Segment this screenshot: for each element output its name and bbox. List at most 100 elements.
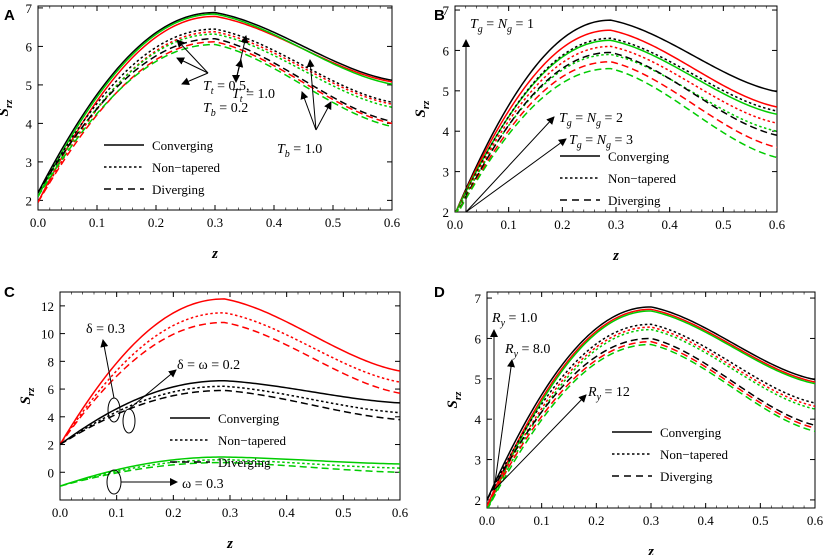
x-tick-label: 0.3 <box>207 215 223 230</box>
x-tick-label: 0.5 <box>325 215 341 230</box>
legend-label: Non−tapered <box>608 171 676 186</box>
series-line: Diverging, Tb=1.0 <box>38 43 392 197</box>
legend-label: Converging <box>218 411 280 426</box>
y-tick-label: 10 <box>41 327 54 342</box>
annotation-arrow <box>100 339 115 399</box>
series-line: Non-tapered, Tg=Ng=2 <box>456 45 777 212</box>
series-line: Diverging, Tt=0.5, Tb=0.2 <box>38 37 392 194</box>
legend-label: Converging <box>152 138 214 153</box>
legend-label: Converging <box>608 149 670 164</box>
x-tick-label: 0.4 <box>279 505 296 520</box>
x-tick-label: 0.4 <box>662 217 679 232</box>
annotation-arrow <box>235 59 244 81</box>
annotation-arrow <box>306 59 317 131</box>
x-tick-label: 0.0 <box>30 215 46 230</box>
annotation-tb-1.0: Tb = 1.0 <box>277 142 322 160</box>
legend-label: Diverging <box>660 469 713 484</box>
series-line: Non-tapered, Ry=8.0 <box>487 326 815 507</box>
panel-letter: C <box>4 284 15 301</box>
annotation-tg-ng-3: Tg = Ng = 3 <box>569 133 633 151</box>
y-tick-label: 12 <box>41 299 54 314</box>
y-tick-label: 3 <box>475 453 482 468</box>
series-line: Converging, Tg=Ng=3 <box>455 39 777 212</box>
series-line: Converging, Ry=12 <box>487 310 815 508</box>
x-tick-label: 0.1 <box>109 505 125 520</box>
series-group: Converging, Tt=0.5, Tb=0.2Converging, Tt… <box>38 11 392 203</box>
y-axis-label: Srz <box>445 391 464 409</box>
x-tick-label: 0.3 <box>643 513 659 528</box>
x-axis-label: z <box>647 544 654 555</box>
annotation-arrow <box>493 394 587 491</box>
series-line: Non-tapered, Tg=Ng=1 <box>456 37 777 212</box>
y-tick-label: 3 <box>443 165 450 180</box>
x-tick-label: 0.2 <box>588 513 604 528</box>
annotation-ry-12: Ry = 12 <box>587 385 630 403</box>
x-tick-label: 0.4 <box>266 215 283 230</box>
x-tick-label: 0.1 <box>89 215 105 230</box>
x-tick-label: 0.5 <box>752 513 768 528</box>
x-tick-label: 0.2 <box>148 215 164 230</box>
series-line: Converging, delta=omega=0.2 <box>60 379 400 446</box>
chart-panel-D: D 0.0 0.1 0.2 0.3 0.4 0.5 0.6 2 3 4 5 6 7 z Srz Convergi… <box>434 284 824 555</box>
annotation-arrow <box>465 116 555 213</box>
series-line: Converging, Tb=1.0 <box>38 13 392 197</box>
series-line: Converging, Tt=1.0 <box>38 15 392 203</box>
series-line: Converging, Tg=Ng=2 <box>455 29 777 212</box>
y-tick-label: 6 <box>48 382 55 397</box>
legend-label: Non−tapered <box>218 433 286 448</box>
series-group: Converging, Tg=Ng=1Converging, Tg=Ng=2Co… <box>455 19 777 212</box>
series-line: Diverging, Ry=1.0 <box>487 337 815 501</box>
legend-label: Diverging <box>608 193 661 208</box>
y-tick-label: 3 <box>26 155 33 170</box>
legend-label: Diverging <box>218 455 271 470</box>
x-tick-label: 0.0 <box>52 505 68 520</box>
annotation-arrow <box>465 138 567 213</box>
y-tick-label: 5 <box>443 84 450 99</box>
x-axis-label: z <box>612 248 619 264</box>
y-tick-label: 0 <box>48 465 55 480</box>
y-tick-label: 2 <box>475 493 482 508</box>
x-tick-label: 0.6 <box>384 215 401 230</box>
x-axis-label: z <box>226 536 233 552</box>
x-tick-label: 0.5 <box>715 217 731 232</box>
annotation-arrow <box>176 57 209 74</box>
x-tick-label: 0.0 <box>479 513 495 528</box>
panel-letter: B <box>434 7 445 24</box>
panel-letter: A <box>4 7 15 24</box>
y-tick-label: 4 <box>475 412 482 427</box>
series-line: Diverging, Tg=Ng=3 <box>457 67 777 212</box>
series-line: Converging, omega=0.3 <box>60 456 400 487</box>
annotation-ry-1.0: Ry = 1.0 <box>491 311 537 329</box>
annotation-ry-8.0: Ry = 8.0 <box>504 342 550 360</box>
annotation-delta-omega-0.2: δ = ω = 0.2 <box>177 358 240 373</box>
annotation-arrow <box>176 39 209 74</box>
series-line: Diverging, Tg=Ng=2 <box>457 60 777 212</box>
chart-panel-A: A 0.0 0.1 0.2 0.3 0.4 0.5 0.6 2 3 4 5 6 7 z Srz Convergi… <box>0 1 401 262</box>
y-tick-label: 4 <box>26 116 33 131</box>
series-group: Converging, Ry=1.0Converging, Ry=8.0Conv… <box>487 306 815 508</box>
legend-label: Non−tapered <box>152 160 220 175</box>
series-line: Converging, delta=0.3 <box>60 298 400 445</box>
y-tick-label: 2 <box>26 193 33 208</box>
series-line: Non-tapered, Tg=Ng=3 <box>456 53 777 212</box>
y-axis-label: Srz <box>413 100 432 118</box>
x-tick-label: 0.6 <box>769 217 786 232</box>
series-group: Converging, delta=0.3Non-tapered, delta=… <box>60 298 400 487</box>
series-line: Non-tapered, Tt=0.5, Tb=0.2 <box>38 28 392 194</box>
x-tick-label: 0.3 <box>608 217 624 232</box>
annotation-tt-1.0: Tt = 1.0 <box>232 87 275 105</box>
x-tick-label: 0.2 <box>554 217 570 232</box>
y-axis-label: Srz <box>0 99 15 117</box>
annotation-tg-ng-2: Tg = Ng = 2 <box>559 111 623 129</box>
annotation-tg-ng-1: Tg = Ng = 1 <box>470 17 534 35</box>
x-tick-label: 0.5 <box>335 505 351 520</box>
y-tick-label: 7 <box>475 291 482 306</box>
series-line: Diverging, Ry=8.0 <box>487 340 815 507</box>
x-tick-label: 0.1 <box>534 513 550 528</box>
x-tick-label: 0.2 <box>165 505 181 520</box>
series-line: Converging, Ry=8.0 <box>487 308 815 507</box>
annotation-tb-0.2: Tb = 0.2 <box>203 101 248 119</box>
series-line: Non-tapered, delta=omega=0.2 <box>60 385 400 446</box>
annotation-arrow <box>128 369 177 410</box>
